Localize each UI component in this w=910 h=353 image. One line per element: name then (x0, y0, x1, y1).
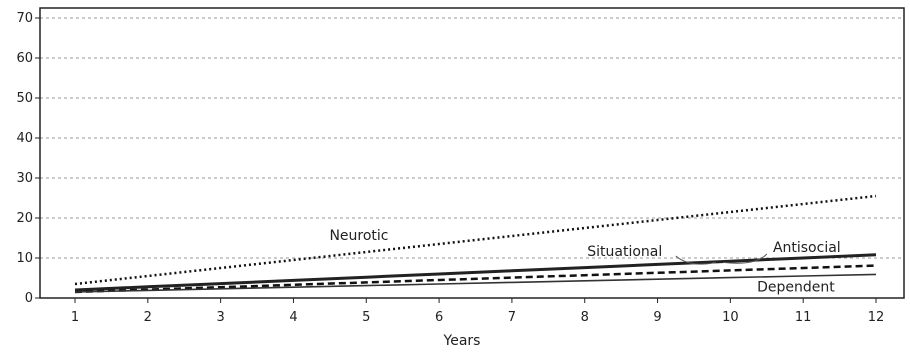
x-tick-label-10: 10 (722, 310, 739, 325)
y-tick-label-50: 50 (16, 91, 33, 106)
y-tick-label-30: 30 (16, 171, 33, 186)
series-label-neurotic: Neurotic (329, 228, 388, 244)
series-label-dependent: Dependent (757, 280, 835, 296)
x-tick-label-3: 3 (216, 310, 224, 325)
x-tick-label-12: 12 (868, 310, 885, 325)
series-label-antisocial: Antisocial (773, 240, 841, 256)
x-axis-ticks: 1 2 3 4 5 6 7 8 9 10 11 12 (71, 298, 884, 325)
y-axis-ticks: 0 10 20 30 40 50 60 70 (16, 11, 40, 306)
x-tick-label-7: 7 (508, 310, 516, 325)
y-tick-label-10: 10 (16, 251, 33, 266)
y-tick-label-0: 0 (25, 291, 33, 306)
label-leader-lines (675, 253, 768, 265)
series-lines (74, 194, 877, 294)
x-tick-label-4: 4 (289, 310, 297, 325)
leader-situational (675, 255, 716, 265)
series-line-dependent (74, 273, 877, 293)
y-tick-label-60: 60 (16, 51, 33, 66)
y-tick-label-20: 20 (16, 211, 33, 226)
x-tick-label-11: 11 (795, 310, 812, 325)
series-line-antisocial (74, 253, 877, 292)
leader-antisocial (723, 253, 768, 264)
x-tick-label-1: 1 (71, 310, 79, 325)
x-tick-label-2: 2 (144, 310, 152, 325)
x-tick-label-8: 8 (581, 310, 589, 325)
x-tick-label-5: 5 (362, 310, 370, 325)
x-tick-label-9: 9 (653, 310, 661, 325)
x-tick-label-6: 6 (435, 310, 443, 325)
grid-lines (40, 17, 904, 259)
plot-frame (39, 7, 905, 299)
series-label-situational: Situational (587, 244, 662, 260)
y-tick-label-40: 40 (16, 131, 33, 146)
series-line-neurotic (74, 194, 877, 286)
series-line-situational (74, 264, 877, 294)
y-tick-label-70: 70 (16, 11, 33, 26)
x-axis-label: Years (443, 333, 481, 349)
